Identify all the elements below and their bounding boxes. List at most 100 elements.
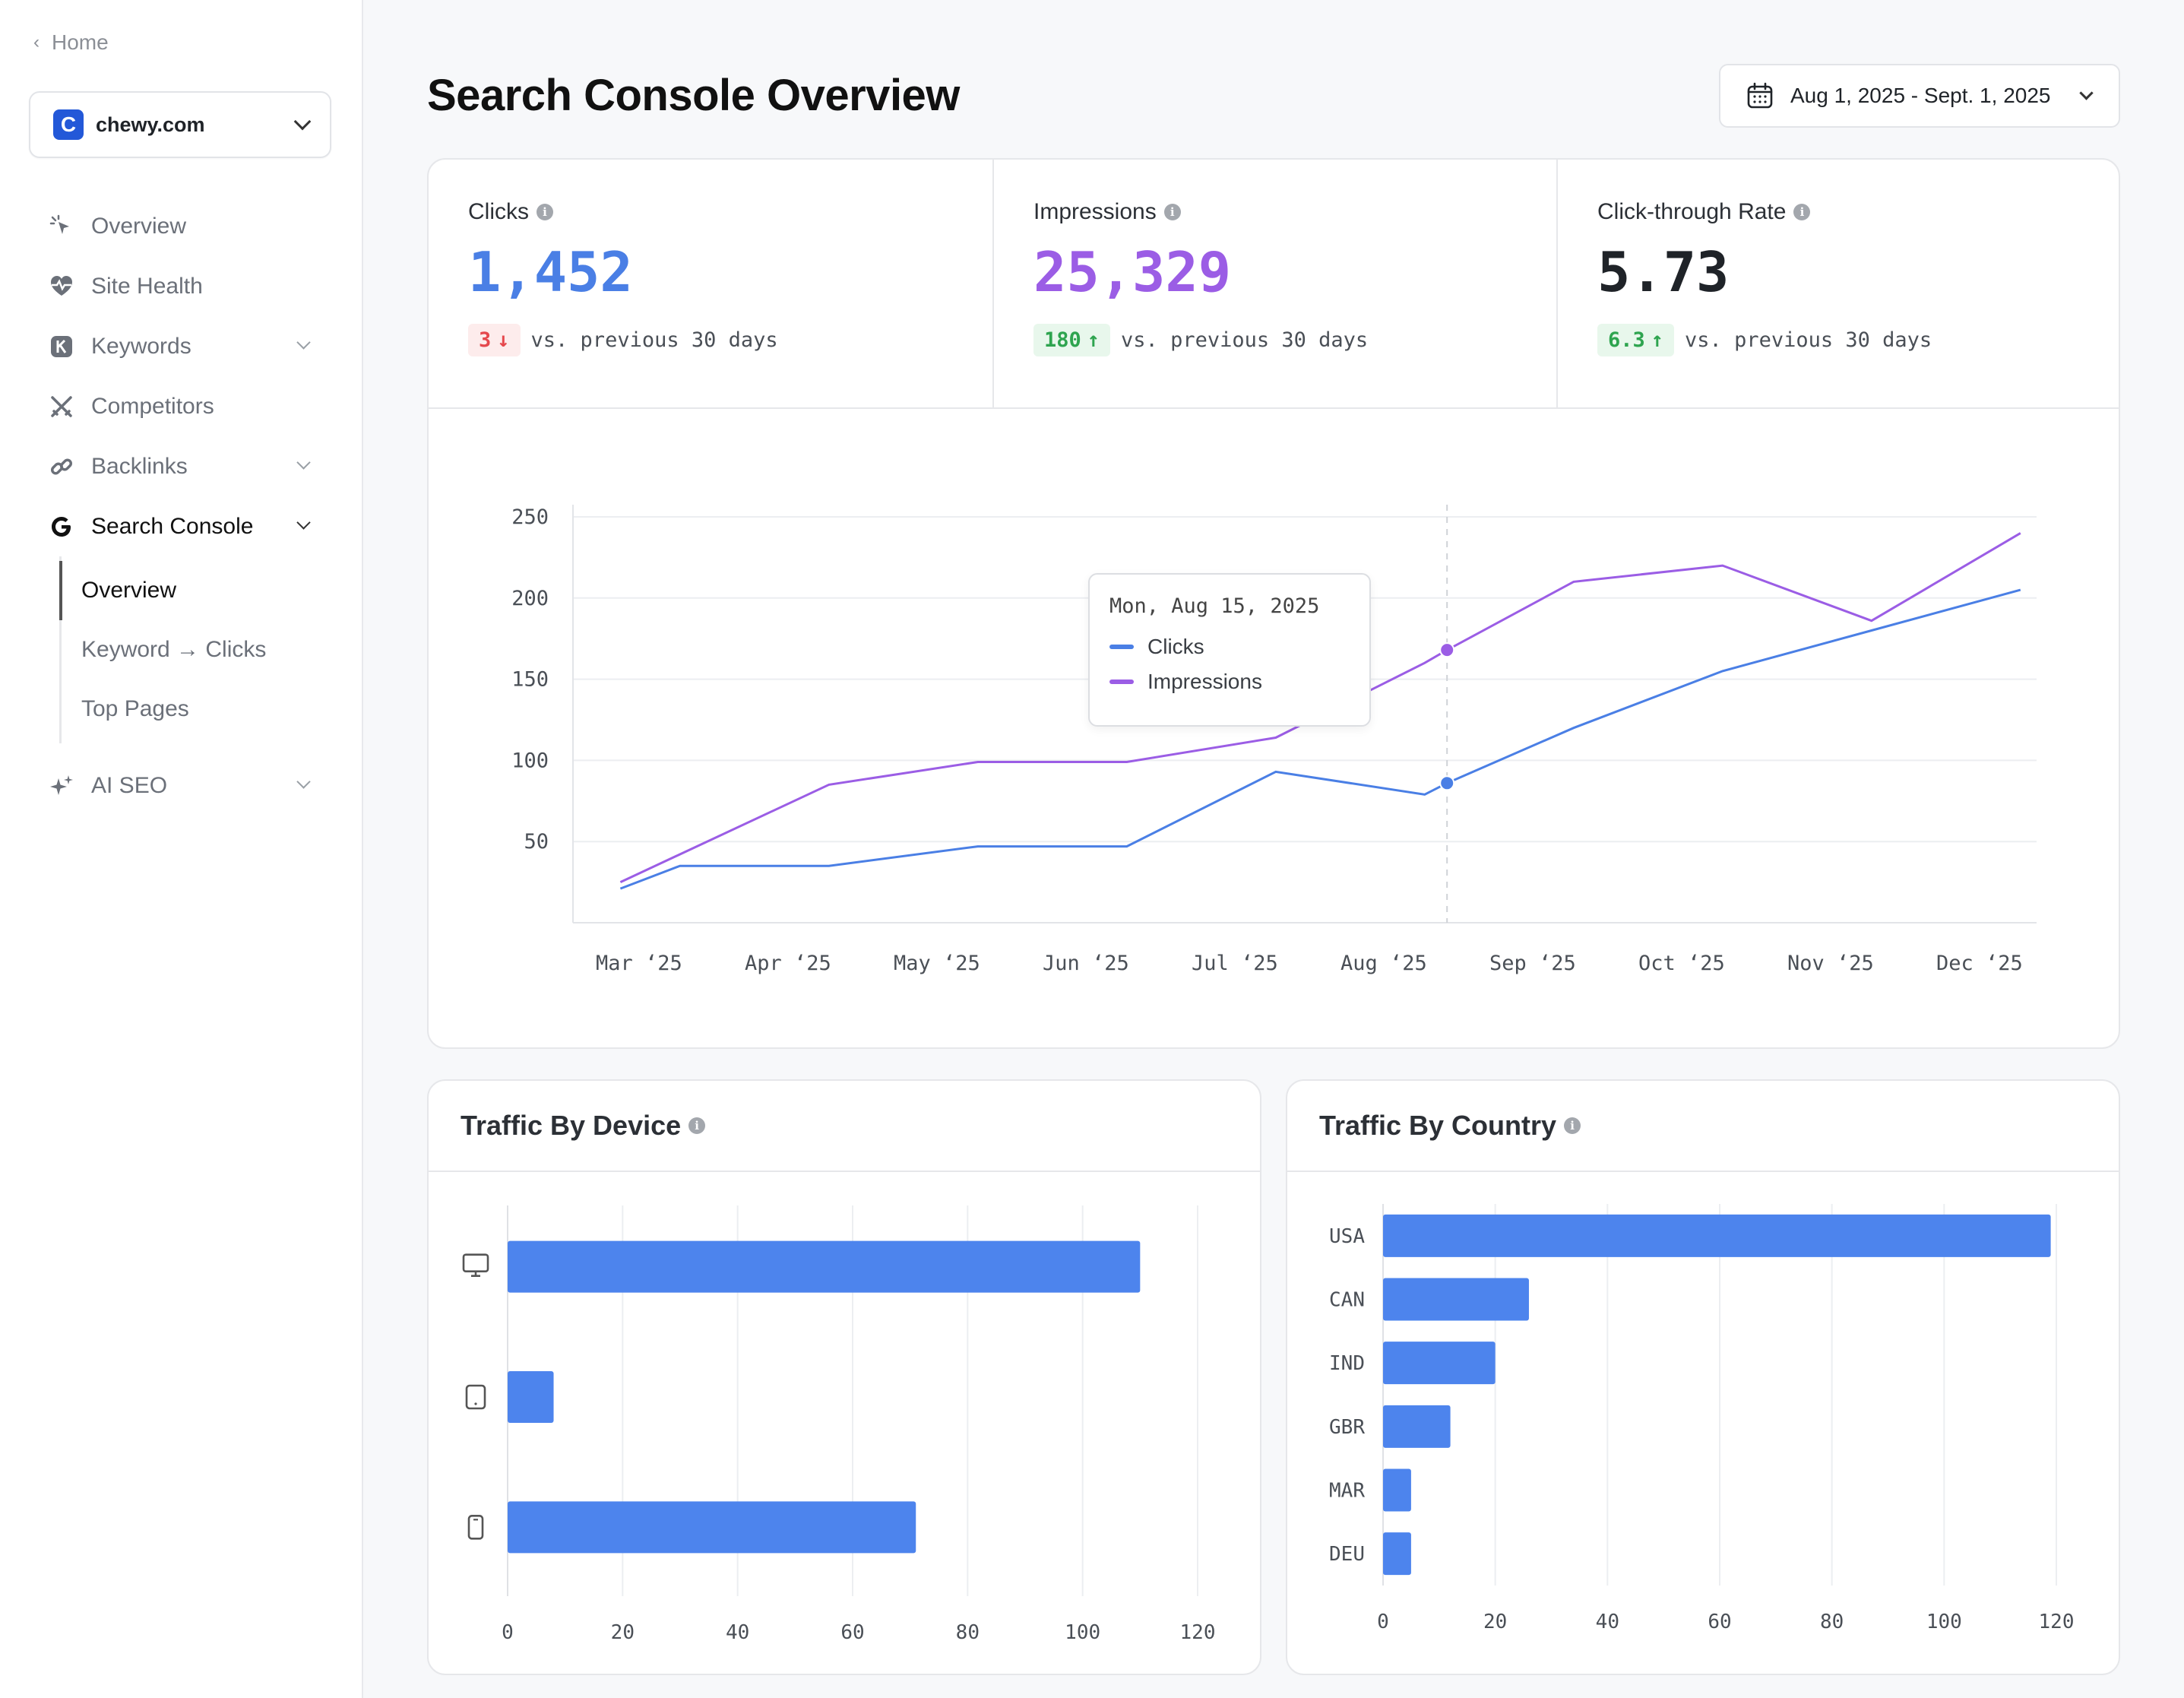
metric-ctr: Click-through Rate i 5.73 6.3 ↑ vs. previo… [1556, 160, 2120, 407]
arrow-up-icon: ↑ [1087, 328, 1100, 352]
series-line-clicks [619, 588, 2021, 890]
y-tick-label: 250 [511, 505, 549, 529]
link-icon [49, 454, 74, 480]
comparison-text: vs. previous 30 days [1121, 328, 1369, 352]
metric-value: 25,329 [1033, 240, 1232, 304]
change-badge: 6.3 ↑ [1597, 324, 1675, 356]
chevron-down-icon [296, 455, 311, 470]
card-title: Traffic By Country [1319, 1110, 1557, 1141]
subnav-item-top-pages[interactable]: Top Pages [81, 696, 189, 721]
traffic-by-country-card: Traffic By Country i 0 20 40 60 80 100 120 USA CA… [1286, 1079, 2120, 1675]
metric-impressions: Impressions i 25,329 180 ↑ vs. previous 30… [992, 160, 1556, 407]
metric-value: 1,452 [468, 240, 633, 304]
hover-point-impressions [1439, 642, 1455, 658]
bar [1383, 1342, 1496, 1385]
x-tick-label: 120 [2039, 1611, 2075, 1633]
phone-body [467, 1515, 484, 1540]
metric-clicks: Clicks i 1,452 3 ↓ vs. previous 30 days [429, 160, 992, 407]
sidebar-item-search-console[interactable]: Search Console [0, 496, 363, 556]
traffic-by-device-card: Traffic By Device i 0 20 40 60 80 100 120 [427, 1079, 1261, 1675]
comparison-text: vs. previous 30 days [1685, 328, 1932, 352]
bar [1383, 1468, 1411, 1512]
traffic-by-device-chart[interactable]: 0 20 40 60 80 100 120 [429, 1172, 1260, 1674]
x-tick-label: Dec ‘25 [1936, 952, 2023, 975]
chevron-down-icon [296, 515, 311, 530]
info-icon[interactable]: i [1793, 204, 1811, 220]
tablet-dot [474, 1402, 477, 1405]
chart-tooltip: Mon, Aug 15, 2025 Clicks Impressions [1088, 573, 1371, 727]
tooltip-row-clicks: Clicks [1109, 635, 1369, 659]
y-tick-label: 200 [511, 587, 549, 610]
change-value: 6.3 [1608, 328, 1645, 352]
traffic-by-country-chart[interactable]: 0 20 40 60 80 100 120 USA CAN IND GBR MAR DEU [1287, 1172, 2119, 1674]
site-selector[interactable]: C chewy.com [29, 91, 331, 158]
metric-label: Impressions [1033, 199, 1157, 224]
card-title: Traffic By Device [461, 1110, 682, 1141]
hover-point-clicks [1439, 775, 1455, 791]
clicks-impressions-line-chart[interactable]: 50 100 150 200 250 Mar ‘25 Apr ‘25 May ‘25 Jun ‘… [429, 409, 2119, 1047]
sidebar-item-backlinks[interactable]: Backlinks [0, 436, 363, 496]
info-icon[interactable]: i [537, 204, 553, 220]
arrow-up-icon: ↑ [1651, 328, 1664, 352]
k-badge-icon [49, 334, 74, 360]
sidebar-item-keywords[interactable]: Keywords [0, 316, 363, 376]
sidebar-item-ai-seo[interactable]: AI SEO [0, 756, 363, 816]
x-tick-label: Jul ‘25 [1192, 952, 1278, 975]
y-tick-label: 50 [524, 830, 549, 854]
x-tick-label: Oct ‘25 [1638, 952, 1725, 975]
x-tick-label: Jun ‘25 [1043, 952, 1129, 975]
google-g-icon [49, 514, 74, 540]
chevron-down-icon [2079, 85, 2094, 100]
x-tick-label: 20 [611, 1621, 635, 1644]
bar [508, 1240, 1141, 1293]
info-icon[interactable]: i [688, 1117, 706, 1134]
divider [429, 407, 2119, 409]
tooltip-series-label: Clicks [1147, 635, 1204, 658]
metric-label: Click-through Rate [1597, 199, 1787, 224]
tooltip-series-label: Impressions [1147, 670, 1262, 693]
sidebar-item-label: AI SEO [91, 772, 168, 798]
x-tick-label: 100 [1926, 1611, 1962, 1633]
sidebar-item-overview[interactable]: Overview [0, 196, 363, 256]
site-name: chewy.com [96, 112, 205, 136]
tooltip-date: Mon, Aug 15, 2025 [1109, 594, 1320, 618]
change-badge: 180 ↑ [1033, 324, 1111, 356]
category-label: DEU [1329, 1543, 1365, 1566]
tablet-icon [465, 1384, 486, 1410]
date-range-text: Aug 1, 2025 - Sept. 1, 2025 [1790, 84, 2051, 107]
x-tick-label: 80 [1820, 1611, 1844, 1633]
sidebar-nav: Overview Site Health Keywords Competitor… [0, 196, 363, 816]
home-label: Home [52, 30, 109, 54]
x-tick-label: 60 [1708, 1611, 1731, 1633]
sidebar-item-label: Competitors [91, 393, 214, 419]
x-tick-label: 0 [1377, 1611, 1389, 1633]
category-label: GBR [1329, 1416, 1365, 1439]
pointer-icon [49, 214, 74, 239]
x-tick-label: Sep ‘25 [1489, 952, 1576, 975]
sidebar-item-competitors[interactable]: Competitors [0, 376, 363, 436]
x-tick-label: Apr ‘25 [745, 952, 831, 975]
heart-pulse-icon [49, 274, 74, 299]
sidebar-item-label: Backlinks [91, 453, 188, 479]
sidebar-item-label: Keywords [91, 333, 191, 359]
subnav-item-keyword-clicks[interactable]: Keyword → Clicks [81, 637, 267, 662]
x-tick-label: 0 [502, 1621, 514, 1644]
legend-swatch [1109, 680, 1134, 684]
x-tick-label: Mar ‘25 [596, 952, 682, 975]
x-tick-label: May ‘25 [894, 952, 980, 975]
subnav-item-overview[interactable]: Overview [59, 561, 363, 620]
bar [1383, 1405, 1451, 1448]
info-icon[interactable]: i [1564, 1117, 1581, 1134]
info-icon[interactable]: i [1163, 204, 1181, 220]
comparison-text: vs. previous 30 days [530, 328, 778, 352]
x-tick-label: 80 [956, 1621, 980, 1644]
monitor-screen [462, 1253, 489, 1272]
home-link[interactable]: ‹ Home [33, 30, 109, 55]
sidebar-item-label: Search Console [91, 513, 254, 539]
tooltip-row-impressions: Impressions [1109, 670, 1369, 694]
sidebar-item-site-health[interactable]: Site Health [0, 256, 363, 316]
x-tick-label: 60 [840, 1621, 864, 1644]
date-range-picker[interactable]: Aug 1, 2025 - Sept. 1, 2025 [1719, 64, 2120, 128]
x-tick-label: 20 [1483, 1611, 1507, 1633]
x-tick-label: 40 [726, 1621, 749, 1644]
